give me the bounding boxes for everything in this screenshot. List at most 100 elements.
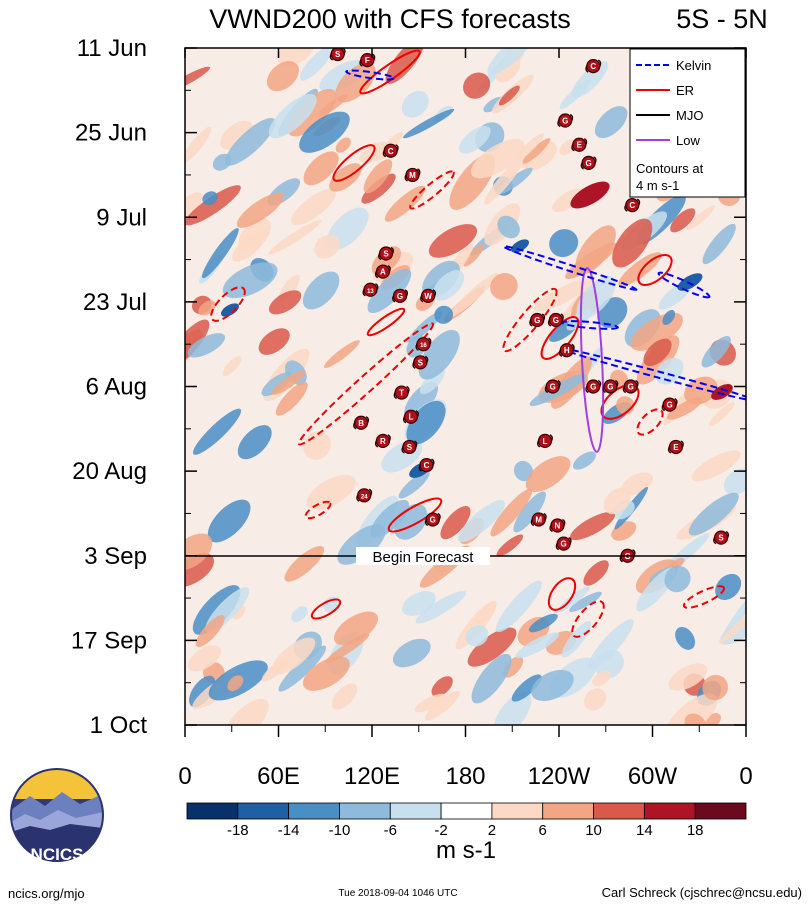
colorbar-swatch: [389, 802, 442, 820]
anomaly-patch: [333, 611, 379, 646]
colorbar: -18 -14 -10 -6 -2 2 6 10 14 18: [186, 802, 747, 839]
anomaly-patch: [531, 669, 574, 702]
anomaly-patch: [457, 500, 505, 543]
cyclone-marker-label: G: [397, 292, 403, 301]
anomaly-patch: [559, 79, 591, 110]
anomaly-patch: [664, 565, 691, 593]
anomaly-patch: [314, 234, 341, 259]
anomaly-patch: [222, 355, 242, 377]
cyclone-marker: S: [329, 48, 346, 62]
cyclone-marker-label: S: [418, 358, 424, 367]
wave-contour: [502, 245, 638, 291]
footer-website[interactable]: ncics.org/mjo: [8, 886, 85, 901]
anomaly-patch: [185, 185, 241, 226]
wave-contour: [502, 287, 558, 353]
anomaly-patch: [185, 126, 212, 165]
anomaly-patch: [278, 645, 327, 692]
cyclone-marker-label: G: [550, 383, 556, 392]
anomaly-patch: [666, 397, 703, 420]
anomaly-patch: [584, 688, 607, 711]
anomaly-patch: [467, 627, 517, 667]
anomaly-patch: [484, 157, 524, 205]
cyclone-marker: W: [420, 288, 437, 303]
y-tick-label: 25 Jun: [75, 120, 147, 147]
anomaly-patch: [721, 589, 746, 640]
cyclone-marker-label: G: [430, 515, 436, 524]
cyclone-marker-label: C: [629, 201, 635, 210]
legend-label: Kelvin: [676, 58, 711, 73]
wave-contour: [547, 577, 577, 611]
anomaly-core: [677, 273, 703, 291]
anomaly-patch: [684, 376, 718, 405]
cyclone-marker-label: G: [585, 159, 591, 168]
anomaly-patch: [587, 619, 634, 670]
anomaly-field: [185, 48, 746, 725]
cyclone-marker: G: [557, 113, 574, 128]
anomaly-patch: [268, 290, 302, 315]
anomaly-patch: [433, 270, 465, 301]
ncics-logo: NCICS: [10, 768, 104, 864]
colorbar-swatch: [694, 802, 747, 820]
anomaly-patch: [236, 192, 285, 228]
anomaly-patch: [525, 456, 571, 492]
cyclone-marker: G: [585, 379, 602, 394]
anomaly-patch: [335, 62, 376, 103]
anomaly-patch: [187, 645, 222, 672]
cyclone-marker: 24: [356, 488, 373, 503]
cyclone-marker-label: C: [424, 461, 430, 470]
colorbar-tick-label: 6: [539, 822, 547, 839]
cyclone-marker: G: [544, 379, 561, 394]
begin-forecast-line: Begin Forecast: [185, 547, 746, 566]
anomaly-patch: [335, 137, 351, 153]
cyclone-marker-label: L: [409, 413, 414, 422]
anomaly-patch: [515, 632, 560, 659]
anomaly-patch: [291, 606, 308, 623]
anomaly-patch: [708, 402, 735, 427]
cyclone-marker: B: [353, 415, 370, 430]
anomaly-patch: [418, 329, 460, 380]
cyclone-marker-label: G: [561, 540, 567, 549]
cyclone-marker-label: G: [628, 383, 634, 392]
cyclone-marker: C: [382, 143, 399, 158]
anomaly-patch: [702, 674, 728, 701]
begin-forecast-label: Begin Forecast: [373, 549, 475, 566]
anomaly-patch: [361, 173, 396, 204]
anomaly-patch: [232, 231, 266, 262]
anomaly-patch: [515, 133, 544, 162]
cyclone-marker-label: B: [358, 419, 364, 428]
cyclone-marker: C: [418, 457, 435, 473]
legend-box: [629, 48, 746, 198]
y-tick-label: 11 Jun: [77, 35, 147, 62]
anomaly-patch: [490, 273, 518, 300]
anomaly-patch: [496, 534, 524, 557]
x-tick-label: 60W: [628, 763, 678, 790]
wave-contour: [304, 500, 332, 520]
colorbar-swatch: [237, 802, 290, 820]
anomaly-patch: [662, 309, 676, 326]
anomaly-patch: [569, 591, 602, 612]
anomaly-core: [220, 303, 240, 317]
anomaly-core: [711, 384, 733, 400]
legend-label: MJO: [676, 108, 703, 123]
legend: Kelvin ER MJO Low Contours at 4 m s-1: [629, 48, 746, 198]
cyclone-marker-label: S: [383, 250, 389, 259]
x-tick-label: 120W: [528, 763, 591, 790]
anomaly-patch: [237, 425, 272, 460]
anomaly-patch: [261, 372, 292, 397]
wave-contour: [682, 585, 726, 609]
y-tick-label: 3 Sep: [84, 543, 147, 570]
colorbar-tick-label: 18: [687, 822, 704, 839]
anomaly-patch: [655, 357, 684, 385]
cyclone-marker: R: [374, 433, 391, 449]
anomaly-patch: [192, 408, 242, 455]
anomaly-patch: [401, 90, 429, 118]
wave-contour: [571, 600, 605, 638]
colorbar-swatch: [593, 802, 645, 820]
anomaly-patch: [487, 48, 535, 75]
anomaly-patch: [227, 675, 244, 692]
anomaly-patch: [702, 223, 736, 265]
anomaly-patch: [559, 139, 576, 156]
anomaly-patch: [675, 626, 696, 650]
